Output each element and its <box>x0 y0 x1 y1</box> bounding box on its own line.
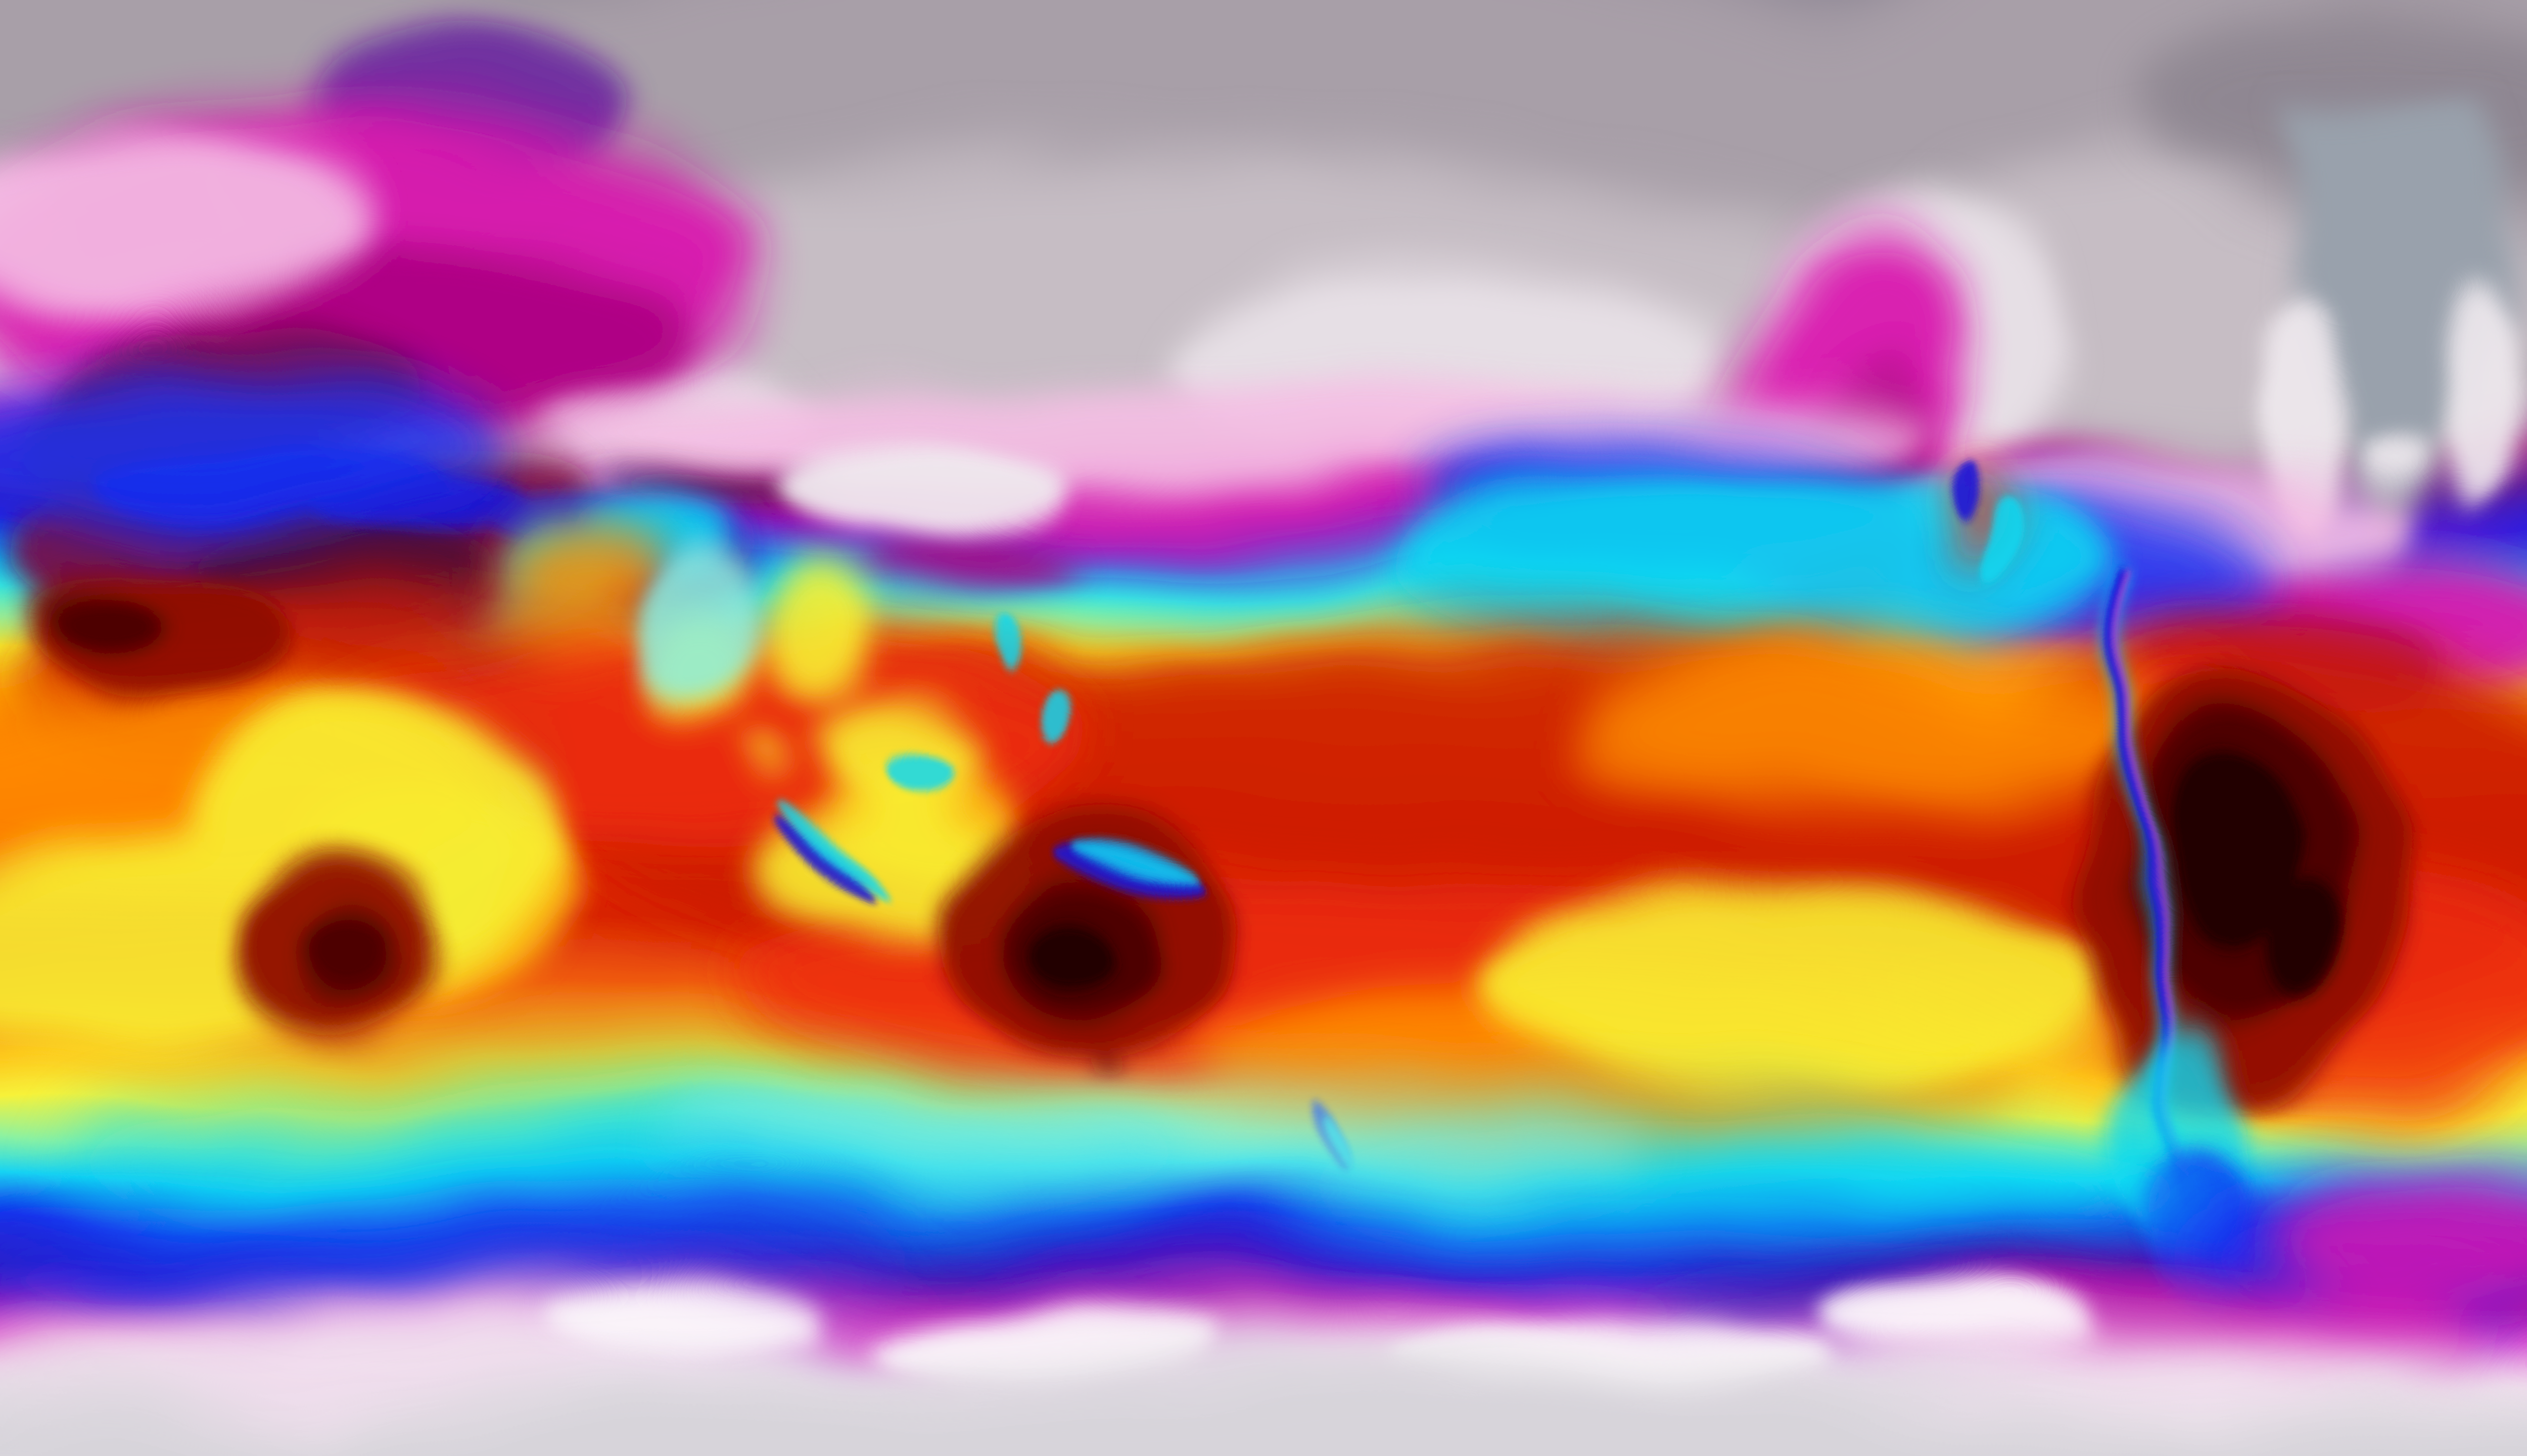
vietnam-coast-cyan <box>995 614 1018 675</box>
gran-chaco-black <box>2261 887 2339 994</box>
world-layer <box>0 0 2527 1456</box>
philippines-cyan <box>1040 690 1066 743</box>
tasman-pale-cyan <box>658 1081 1645 1194</box>
west-africa-maroon <box>36 586 155 654</box>
tibet-snow <box>786 436 1066 535</box>
kalahari-maroon <box>304 919 403 995</box>
ice-fringe-3 <box>1818 1293 2081 1361</box>
australia-black-core <box>1020 914 1112 982</box>
tibetan-plateau <box>786 436 1066 535</box>
india-pale-cyan <box>642 546 767 705</box>
india-cool-body <box>642 546 767 705</box>
tibet-south-fringe <box>856 533 1086 586</box>
arabia-orange <box>485 522 666 635</box>
indochina-yellow <box>770 557 875 701</box>
east-pacific-yellow-pool <box>1481 881 2106 1090</box>
south-pale-cyan-band <box>658 1081 1645 1194</box>
iceland-snow <box>2359 427 2431 472</box>
greenland-east-fringe <box>2442 285 2520 493</box>
sri-lanka-yellow <box>760 736 786 781</box>
borneo-cyan <box>885 749 957 787</box>
tasmania-spot <box>1074 1047 1104 1069</box>
ice-fringe-4 <box>543 1297 839 1357</box>
global-temperature-map: Global surface air temperature map, equi… <box>0 0 2527 1456</box>
